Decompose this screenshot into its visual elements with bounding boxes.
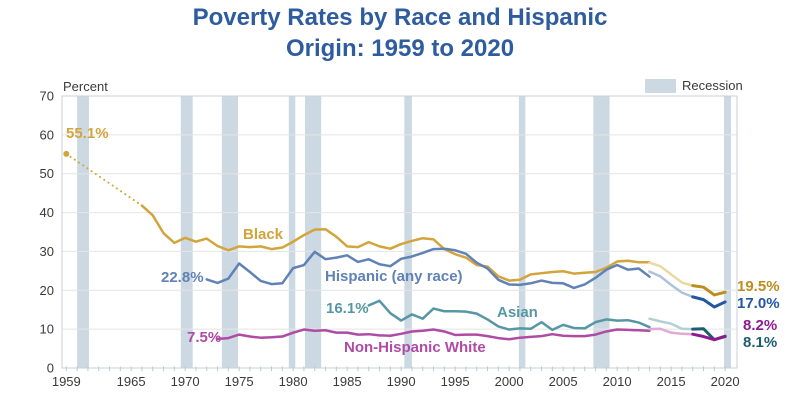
- y-axis-unit-label: Percent: [63, 79, 108, 94]
- chart-title-line1: Poverty Rates by Race and Hispanic: [192, 4, 608, 31]
- recession-band: [518, 96, 526, 368]
- series-line-non-hispanic-white: [648, 327, 694, 336]
- x-tick-label: 1990: [387, 374, 416, 389]
- series-line-non-hispanic-white: [691, 332, 727, 342]
- y-tick-label: 50: [40, 166, 54, 181]
- asian-series-start-value: 16.1%: [326, 300, 369, 317]
- y-tick-label: 60: [40, 127, 54, 142]
- hispanic-series-end-value: 17.0%: [737, 295, 780, 312]
- series-line-black: [140, 204, 651, 282]
- white-series-label: Non-Hispanic White: [344, 339, 486, 356]
- y-tick-label: 10: [40, 322, 54, 337]
- recession-band: [221, 96, 239, 368]
- y-tick-label: 30: [40, 244, 54, 259]
- x-tick-label: 1995: [441, 374, 470, 389]
- white-series-start-value: 7.5%: [187, 329, 222, 346]
- recession-band: [288, 96, 296, 368]
- x-tick-label: 1965: [117, 374, 146, 389]
- recession-band: [180, 96, 193, 368]
- series-line-asian: [648, 317, 694, 331]
- chart-area: 0 10 20 30 40 50 60 70 1959 1965 1970 1975 1980 1985 1…: [0, 78, 800, 408]
- asian-series-label: Asian: [497, 304, 538, 321]
- y-tick-label: 0: [47, 361, 54, 376]
- series-line-hispanic-any-race: [205, 247, 651, 290]
- series-line-black: [691, 284, 727, 297]
- chart-title: Poverty Rates by Race and Hispanic Origi…: [0, 2, 800, 64]
- white-series-end-value: 8.2%: [743, 317, 778, 334]
- x-tick-label: 2020: [711, 374, 740, 389]
- recession-legend-label: Recession: [682, 78, 743, 93]
- y-tick-label: 70: [40, 89, 54, 104]
- x-tick-label: 1980: [279, 374, 308, 389]
- series-line-asian: [367, 299, 651, 332]
- chart-title-line2: Origin: 1959 to 2020: [285, 35, 515, 62]
- x-tick-label: 1970: [171, 374, 200, 389]
- recession-band: [77, 96, 89, 368]
- line-plot-canvas: 0 10 20 30 40 50 60 70 1959 1965 1970 1975 1980 1985 1…: [40, 89, 740, 390]
- series-line-black: [648, 261, 694, 287]
- recession-band: [593, 96, 610, 368]
- x-tick-label: 1959: [52, 374, 81, 389]
- plot-frame: [61, 95, 738, 369]
- series-line-black: [65, 152, 143, 207]
- asian-series-end-value: 8.1%: [743, 334, 778, 351]
- x-tick-label: 1985: [333, 374, 362, 389]
- x-tick-label: 2005: [549, 374, 578, 389]
- x-tick-label: 2015: [657, 374, 686, 389]
- recession-band: [305, 96, 322, 368]
- series-line-hispanic-any-race: [691, 295, 727, 309]
- recession-band: [404, 96, 412, 368]
- recession-legend-swatch: [645, 79, 676, 93]
- x-tick-label: 2010: [603, 374, 632, 389]
- series-line-hispanic-any-race: [648, 270, 694, 299]
- hispanic-series-start-value: 22.8%: [161, 269, 204, 286]
- hispanic-series-label: Hispanic (any race): [325, 268, 463, 285]
- y-tick-label: 40: [40, 205, 54, 220]
- series-line-non-hispanic-white: [216, 328, 651, 341]
- y-tick-label: 20: [40, 283, 54, 298]
- x-tick-label: 1975: [225, 374, 254, 389]
- black-series-label: Black: [243, 226, 284, 243]
- x-tick-label: 2000: [495, 374, 524, 389]
- recession-band: [724, 96, 732, 368]
- black-series-start-value: 55.1%: [66, 125, 109, 142]
- black-series-end-value: 19.5%: [737, 278, 780, 295]
